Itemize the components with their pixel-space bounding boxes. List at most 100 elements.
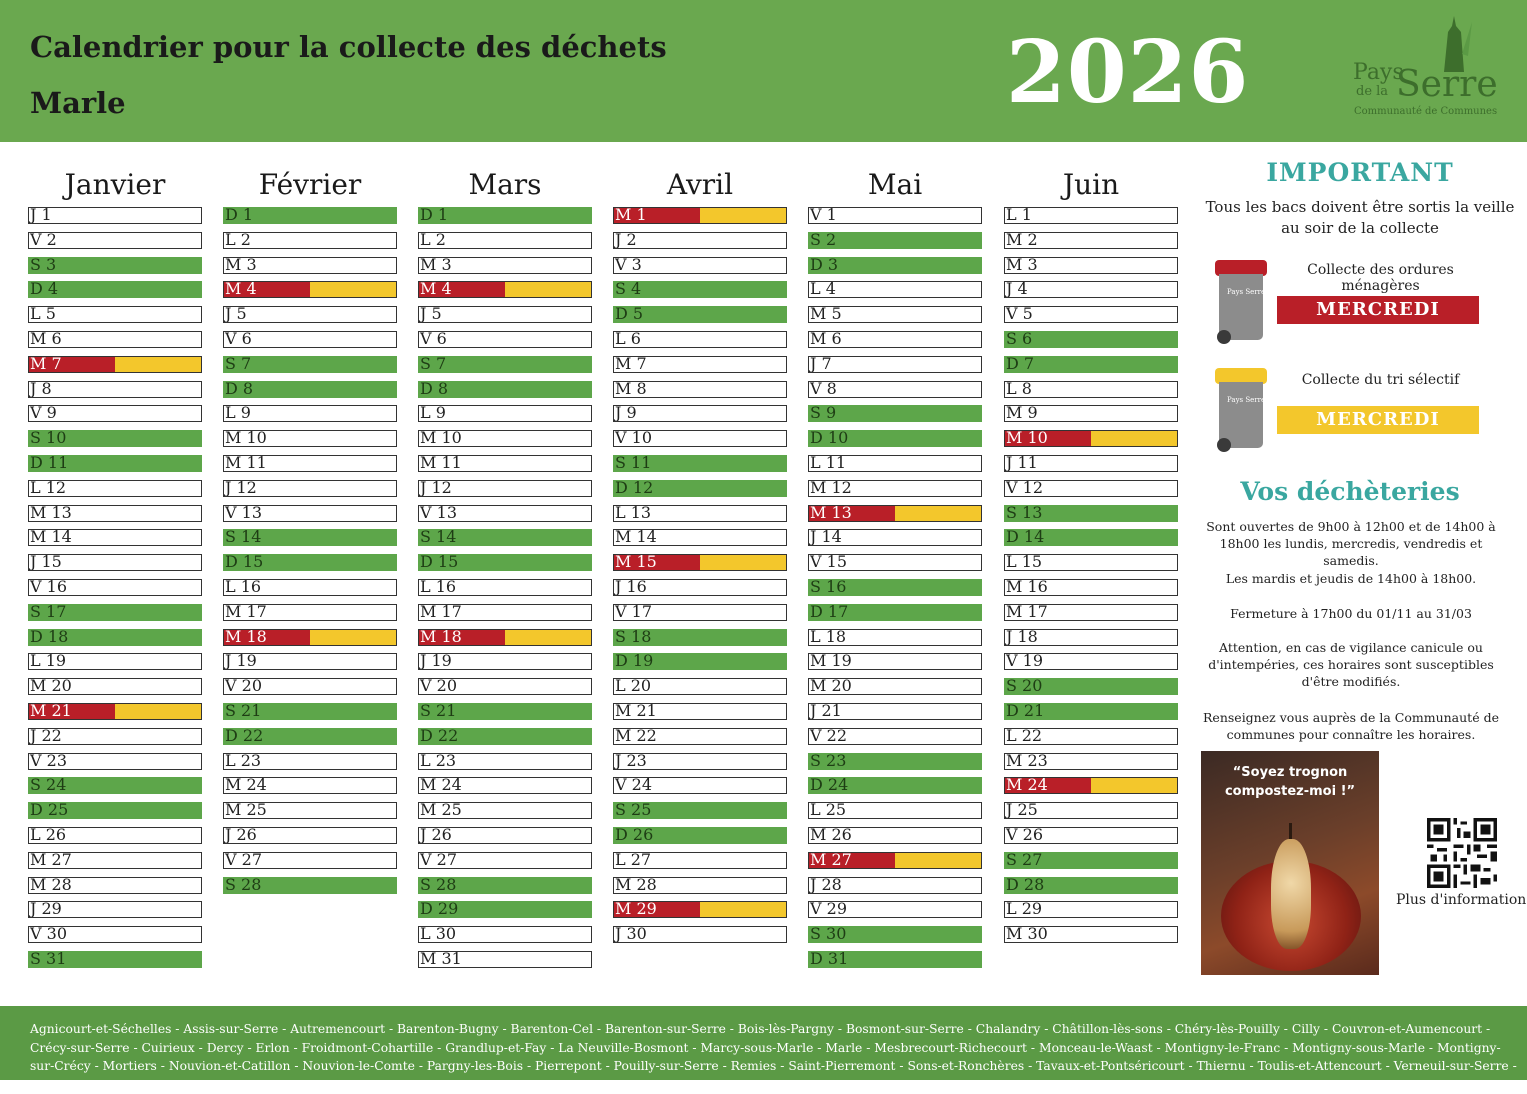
day-cell: L 27 <box>613 851 787 869</box>
qr-code-icon[interactable] <box>1426 818 1498 888</box>
day-cell: V 13 <box>223 504 397 522</box>
day-cell: M 11 <box>223 454 397 472</box>
collection-day-cell: M 21 <box>28 702 202 720</box>
day-cell: V 27 <box>223 851 397 869</box>
day-cell: L 1 <box>1004 207 1178 224</box>
weekend-day-cell: D 11 <box>28 454 202 472</box>
day-cell: L 5 <box>28 306 202 324</box>
day-cell: M 14 <box>613 529 787 547</box>
day-cell: J 26 <box>223 826 397 844</box>
day-cell: M 9 <box>1004 405 1178 423</box>
weekend-day-cell: D 5 <box>613 306 787 324</box>
day-cell: M 11 <box>418 454 592 472</box>
collection-day-cell: M 18 <box>418 628 592 646</box>
weekend-day-cell: S 21 <box>418 702 592 720</box>
day-cell: M 6 <box>28 330 202 348</box>
weekend-day-cell: D 4 <box>28 281 202 299</box>
day-cell: L 2 <box>418 231 592 249</box>
decheteries-warning: Attention, en cas de vigilance canicule … <box>1208 640 1494 689</box>
weekend-day-cell: D 8 <box>418 380 592 398</box>
day-cell: J 15 <box>28 554 202 572</box>
day-cell: V 16 <box>28 578 202 596</box>
weekend-day-cell: D 21 <box>1004 702 1178 720</box>
important-panel: IMPORTANT Tous les bacs doivent être sor… <box>1200 158 1520 239</box>
collection-day-cell: M 24 <box>1004 777 1178 795</box>
qr-code-label[interactable]: Plus d'informations <box>1396 892 1527 908</box>
day-cell: V 8 <box>808 380 982 398</box>
weekend-day-cell: D 12 <box>613 479 787 497</box>
day-cell: M 20 <box>28 678 202 696</box>
day-cell: M 6 <box>808 330 982 348</box>
weekend-day-cell: S 17 <box>28 603 202 621</box>
weekend-day-cell: S 21 <box>223 702 397 720</box>
day-cell: V 29 <box>808 901 982 919</box>
logo-subtitle: Communauté de Communes <box>1354 106 1498 117</box>
day-cell: L 13 <box>613 504 787 522</box>
day-cell: M 25 <box>418 802 592 820</box>
day-cell: J 11 <box>1004 454 1178 472</box>
weekend-day-cell: D 22 <box>418 727 592 745</box>
weekend-day-cell: D 19 <box>613 653 787 671</box>
decheteries-winter: Fermeture à 17h00 du 01/11 au 31/03 <box>1230 606 1472 621</box>
month-name: Janvier <box>64 168 166 201</box>
day-cell: J 2 <box>613 231 787 249</box>
day-cell: J 9 <box>613 405 787 423</box>
day-cell: M 24 <box>223 777 397 795</box>
month-column: Mars D 1 L 2 M 3 M 4 J 5 V 6 S 7 D 8 L 9 M 10 M 11 J… <box>418 163 592 976</box>
day-cell: J 16 <box>613 578 787 596</box>
weekend-day-cell: S 7 <box>223 355 397 373</box>
day-cell: M 12 <box>808 479 982 497</box>
day-cell: L 23 <box>418 752 592 770</box>
weekend-day-cell: D 18 <box>28 628 202 646</box>
weekend-day-cell: D 15 <box>418 554 592 572</box>
footer-banner: Agnicourt-et-Séchelles - Assis-sur-Serre… <box>0 1006 1527 1092</box>
day-cell: J 29 <box>28 901 202 919</box>
day-cell: L 6 <box>613 330 787 348</box>
weekend-day-cell: D 3 <box>808 256 982 274</box>
calendar-title: Calendrier pour la collecte des déchets <box>30 30 667 64</box>
day-cell: M 24 <box>418 777 592 795</box>
day-cell: M 25 <box>223 802 397 820</box>
day-cell: M 28 <box>28 876 202 894</box>
recycling-label: Collecte du tri sélectif <box>1301 372 1460 388</box>
day-cell: V 23 <box>28 752 202 770</box>
day-cell: V 3 <box>613 256 787 274</box>
compost-poster: “Soyez trognon compostez-moi !” <box>1201 751 1379 975</box>
logo-word-serre: Serre <box>1396 64 1498 105</box>
day-cell: V 19 <box>1004 653 1178 671</box>
day-cell: M 14 <box>28 529 202 547</box>
day-cell: J 21 <box>808 702 982 720</box>
collection-day-cell: M 7 <box>28 355 202 373</box>
weekend-day-cell: D 1 <box>418 207 592 224</box>
day-cell: V 17 <box>613 603 787 621</box>
day-cell: L 25 <box>808 802 982 820</box>
month-name: Mars <box>468 168 542 201</box>
weekend-day-cell: S 28 <box>418 876 592 894</box>
household-waste-day: MERCREDI <box>1277 296 1479 324</box>
month-column: Février D 1 L 2 M 3 M 4 J 5 V 6 S 7 D 8 L 9 M 10 M … <box>223 163 397 901</box>
day-cell: L 16 <box>418 578 592 596</box>
day-cell: L 23 <box>223 752 397 770</box>
day-cell: L 26 <box>28 826 202 844</box>
day-cell: J 28 <box>808 876 982 894</box>
weekend-day-cell: D 7 <box>1004 355 1178 373</box>
day-cell: J 25 <box>1004 802 1178 820</box>
weekend-day-cell: S 31 <box>28 950 202 968</box>
weekend-day-cell: D 10 <box>808 430 982 448</box>
weekend-day-cell: S 3 <box>28 256 202 274</box>
day-cell: L 11 <box>808 454 982 472</box>
day-cell: J 7 <box>808 355 982 373</box>
weekend-day-cell: D 31 <box>808 950 982 968</box>
recycling-day: MERCREDI <box>1277 406 1479 434</box>
day-cell: M 28 <box>613 876 787 894</box>
weekend-day-cell: D 22 <box>223 727 397 745</box>
weekend-day-cell: S 2 <box>808 231 982 249</box>
recycling-bin-icon: Pays Serre <box>1215 368 1267 452</box>
logo-word-pays: Pays <box>1353 60 1404 85</box>
day-cell: V 5 <box>1004 306 1178 324</box>
day-cell: V 30 <box>28 926 202 944</box>
weekend-day-cell: S 18 <box>613 628 787 646</box>
day-cell: V 20 <box>418 678 592 696</box>
day-cell: L 18 <box>808 628 982 646</box>
day-cell: M 7 <box>613 355 787 373</box>
